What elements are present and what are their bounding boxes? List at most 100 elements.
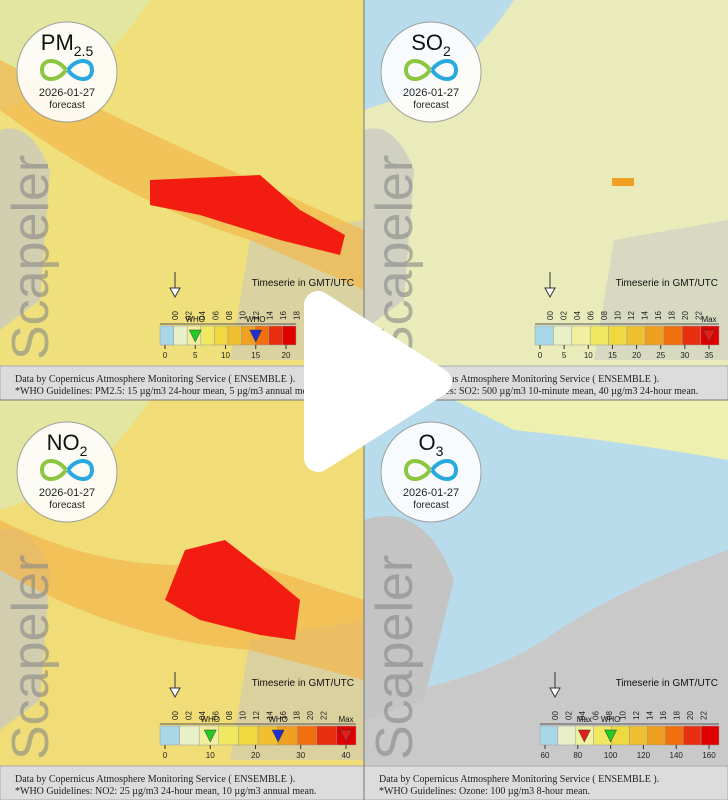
scale-swatch bbox=[557, 725, 577, 746]
hour-label: 18 bbox=[673, 711, 682, 720]
caption-box bbox=[0, 365, 365, 401]
hour-label: 10 bbox=[619, 711, 628, 720]
mode: forecast bbox=[413, 500, 449, 511]
logo-right bbox=[430, 459, 459, 481]
scale-swatch bbox=[571, 325, 591, 346]
scale-label: 30 bbox=[296, 751, 305, 760]
land-grey bbox=[0, 128, 50, 330]
logo-right bbox=[66, 59, 95, 81]
hour-label: 04 bbox=[578, 711, 587, 720]
pollutant-name: NO2 bbox=[47, 430, 88, 459]
hour-label: 18 bbox=[293, 711, 302, 720]
pollutant-sub: 3 bbox=[436, 443, 444, 459]
marker-label: Max bbox=[701, 315, 716, 324]
scale-label: 10 bbox=[206, 751, 215, 760]
time-arrow-head bbox=[544, 287, 556, 299]
scale-swatch bbox=[665, 725, 684, 746]
hour-label: 20 bbox=[686, 711, 695, 720]
hour-label: 02 bbox=[565, 711, 574, 720]
scale-label: 80 bbox=[573, 751, 582, 760]
scale-swatch bbox=[681, 325, 701, 346]
hour-label: 16 bbox=[279, 711, 288, 720]
hour-label: 00 bbox=[551, 711, 560, 720]
hour-label: 10 bbox=[614, 311, 623, 320]
hour-label: 12 bbox=[252, 311, 261, 320]
logo-left bbox=[403, 59, 432, 81]
marker bbox=[271, 729, 285, 743]
hour-label: 00 bbox=[171, 711, 180, 720]
scale-swatch bbox=[629, 725, 648, 746]
scale-label: 120 bbox=[637, 751, 651, 760]
scale-swatch bbox=[218, 725, 239, 746]
land-grey bbox=[364, 128, 414, 330]
date: 2026-01-27 bbox=[403, 87, 459, 99]
scale-swatch bbox=[214, 325, 229, 346]
hour-label: 14 bbox=[266, 311, 275, 320]
logo-right bbox=[430, 59, 459, 81]
scale-label: 5 bbox=[193, 351, 198, 360]
hour-label: 08 bbox=[605, 711, 614, 720]
marker bbox=[203, 729, 217, 743]
hour-label: 10 bbox=[239, 711, 248, 720]
ozone-band bbox=[454, 400, 728, 460]
caption-line: Data by Copernicus Atmosphere Monitoring… bbox=[15, 774, 295, 785]
pollutant-sub: 2 bbox=[80, 443, 88, 459]
scale-swatch bbox=[647, 725, 666, 746]
hour-label: 00 bbox=[171, 311, 180, 320]
hour-label: 06 bbox=[212, 311, 221, 320]
scale-swatch bbox=[282, 325, 297, 346]
caption-line: Data by Copernicus Atmosphere Monitoring… bbox=[379, 774, 659, 785]
scale-label: 15 bbox=[608, 351, 617, 360]
scale-swatch bbox=[200, 325, 215, 346]
caption-line: *WHO Guidelines: SO2: 500 µg/m3 10-minut… bbox=[379, 386, 698, 397]
hour-label: 04 bbox=[198, 311, 207, 320]
scale-label: 140 bbox=[670, 751, 684, 760]
land bbox=[364, 516, 454, 720]
watermark: Scapeler bbox=[2, 155, 60, 360]
hour-label: 06 bbox=[212, 711, 221, 720]
scale-label: 20 bbox=[632, 351, 641, 360]
caption-line: *WHO Guidelines: Ozone: 100 µg/m3 8-hour… bbox=[379, 786, 590, 797]
hour-label: 14 bbox=[266, 711, 275, 720]
hour-label: 18 bbox=[293, 311, 302, 320]
pollutant-sub: 2 bbox=[443, 43, 451, 59]
scale-label: 20 bbox=[251, 751, 260, 760]
scale-label: 100 bbox=[604, 751, 618, 760]
timeseries-label: Timeserie in GMT/UTC bbox=[252, 278, 354, 289]
pollutant-name: O3 bbox=[419, 430, 444, 459]
play-button[interactable] bbox=[304, 291, 452, 472]
hour-label: 22 bbox=[695, 311, 704, 320]
scale-swatch bbox=[663, 325, 683, 346]
hour-label: 08 bbox=[225, 311, 234, 320]
marker bbox=[188, 329, 202, 343]
time-arrow-head bbox=[549, 687, 561, 699]
scale-swatch bbox=[296, 725, 318, 746]
scale-label: 20 bbox=[282, 351, 291, 360]
hour-label: 12 bbox=[252, 711, 261, 720]
watermark: Scapeler bbox=[2, 555, 60, 760]
logo-left bbox=[39, 59, 68, 81]
hour-label: 08 bbox=[600, 311, 609, 320]
scale-swatch bbox=[268, 325, 283, 346]
logo-left bbox=[39, 459, 68, 481]
caption-line: *WHO Guidelines: NO2: 25 µg/m3 24-hour m… bbox=[15, 786, 316, 797]
scale-swatch bbox=[179, 725, 200, 746]
mode: forecast bbox=[49, 500, 85, 511]
pollution-core bbox=[150, 175, 345, 255]
caption-box bbox=[363, 765, 728, 801]
scale-swatch bbox=[173, 325, 188, 346]
marker bbox=[577, 729, 591, 743]
hour-label: 08 bbox=[225, 711, 234, 720]
scale-swatch bbox=[159, 725, 180, 746]
scale-swatch bbox=[534, 325, 554, 346]
scale-swatch bbox=[608, 325, 628, 346]
scale-label: 0 bbox=[163, 351, 168, 360]
scale-label: 10 bbox=[221, 351, 230, 360]
scale-label: 40 bbox=[342, 751, 351, 760]
marker-label: WHO bbox=[601, 715, 621, 724]
scale-swatch bbox=[626, 325, 646, 346]
hour-label: 10 bbox=[239, 311, 248, 320]
mode: forecast bbox=[413, 100, 449, 111]
